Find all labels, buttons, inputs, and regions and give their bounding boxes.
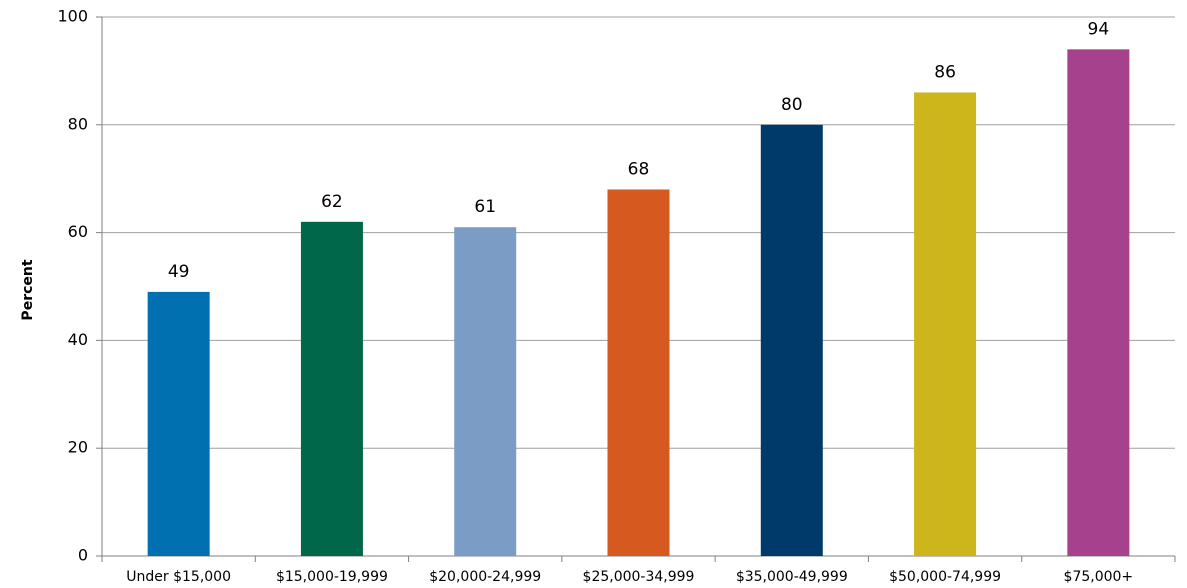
x-tick-label: $20,000-24,999 bbox=[429, 569, 541, 585]
bar bbox=[454, 227, 517, 556]
bar bbox=[1067, 49, 1130, 557]
data-label: 86 bbox=[934, 62, 956, 82]
x-tick-label: Under $15,000 bbox=[126, 569, 231, 585]
x-tick-label: $50,000-74,999 bbox=[889, 569, 1001, 585]
bar bbox=[300, 221, 363, 556]
bar bbox=[607, 189, 670, 557]
bar bbox=[760, 124, 823, 557]
x-tick-label: $35,000-49,999 bbox=[736, 569, 848, 585]
data-label: 80 bbox=[781, 95, 803, 115]
y-tick-label: 0 bbox=[78, 546, 88, 565]
data-label: 49 bbox=[168, 262, 190, 282]
x-tick-label: $75,000+ bbox=[1064, 569, 1134, 585]
x-tick-label: $15,000-19,999 bbox=[276, 569, 388, 585]
data-label: 68 bbox=[628, 159, 650, 179]
data-label: 94 bbox=[1088, 19, 1110, 39]
bar bbox=[147, 291, 210, 556]
bar bbox=[914, 92, 977, 557]
y-tick-label: 40 bbox=[68, 330, 88, 349]
y-tick-label: 20 bbox=[68, 438, 88, 457]
data-label: 61 bbox=[474, 197, 496, 217]
y-tick-label: 60 bbox=[68, 222, 88, 241]
x-tick-label: $25,000-34,999 bbox=[583, 569, 695, 585]
y-tick-label: 100 bbox=[57, 7, 88, 26]
data-label: 62 bbox=[321, 192, 343, 212]
y-axis-label: Percent bbox=[20, 259, 36, 320]
y-tick-label: 80 bbox=[68, 114, 88, 133]
